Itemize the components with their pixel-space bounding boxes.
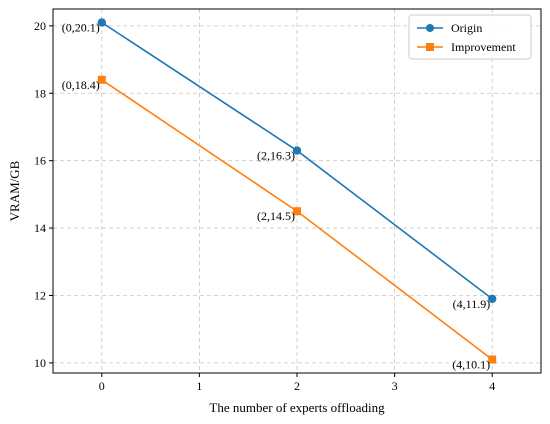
data-point xyxy=(488,294,497,304)
data-label: (0,20.1) xyxy=(62,20,100,34)
y-tick-label: 14 xyxy=(34,221,46,235)
data-label: (2,14.5) xyxy=(257,209,295,223)
legend-label: Improvement xyxy=(451,40,516,54)
legend: Origin Improvement xyxy=(408,14,532,60)
legend-box xyxy=(408,14,532,60)
legend-label: Origin xyxy=(451,21,482,35)
data-point xyxy=(97,18,107,27)
x-tick-label: 2 xyxy=(294,379,300,393)
data-point xyxy=(293,207,301,216)
data-label: (4,10.1) xyxy=(452,358,490,372)
data-point xyxy=(488,355,497,364)
y-tick-label: 20 xyxy=(34,19,46,33)
x-tick-label: 3 xyxy=(392,379,398,393)
series-markers xyxy=(97,18,497,364)
y-tick-label: 16 xyxy=(34,154,46,168)
y-tick-label: 12 xyxy=(34,288,46,302)
x-tick-label: 1 xyxy=(196,379,202,393)
data-label: (4,11.9) xyxy=(453,297,491,311)
x-axis-label: The number of experts offloading xyxy=(209,400,385,415)
y-axis-label: VRAM/GB xyxy=(7,160,22,221)
grid xyxy=(53,9,541,373)
legend-marker xyxy=(426,43,434,51)
y-tick-label: 18 xyxy=(34,86,46,100)
data-labels: (0,20.1) (2,16.3) (4,11.9) (0,18.4) (2,14.5)… xyxy=(62,20,490,371)
x-tick-label: 4 xyxy=(489,379,495,393)
data-point xyxy=(97,75,106,84)
x-tick-label: 0 xyxy=(99,379,105,393)
y-tick-label: 10 xyxy=(34,356,46,370)
data-point xyxy=(292,146,302,155)
data-label: (0,18.4) xyxy=(62,78,100,92)
data-label: (2,16.3) xyxy=(257,149,295,163)
legend-marker xyxy=(426,24,434,32)
